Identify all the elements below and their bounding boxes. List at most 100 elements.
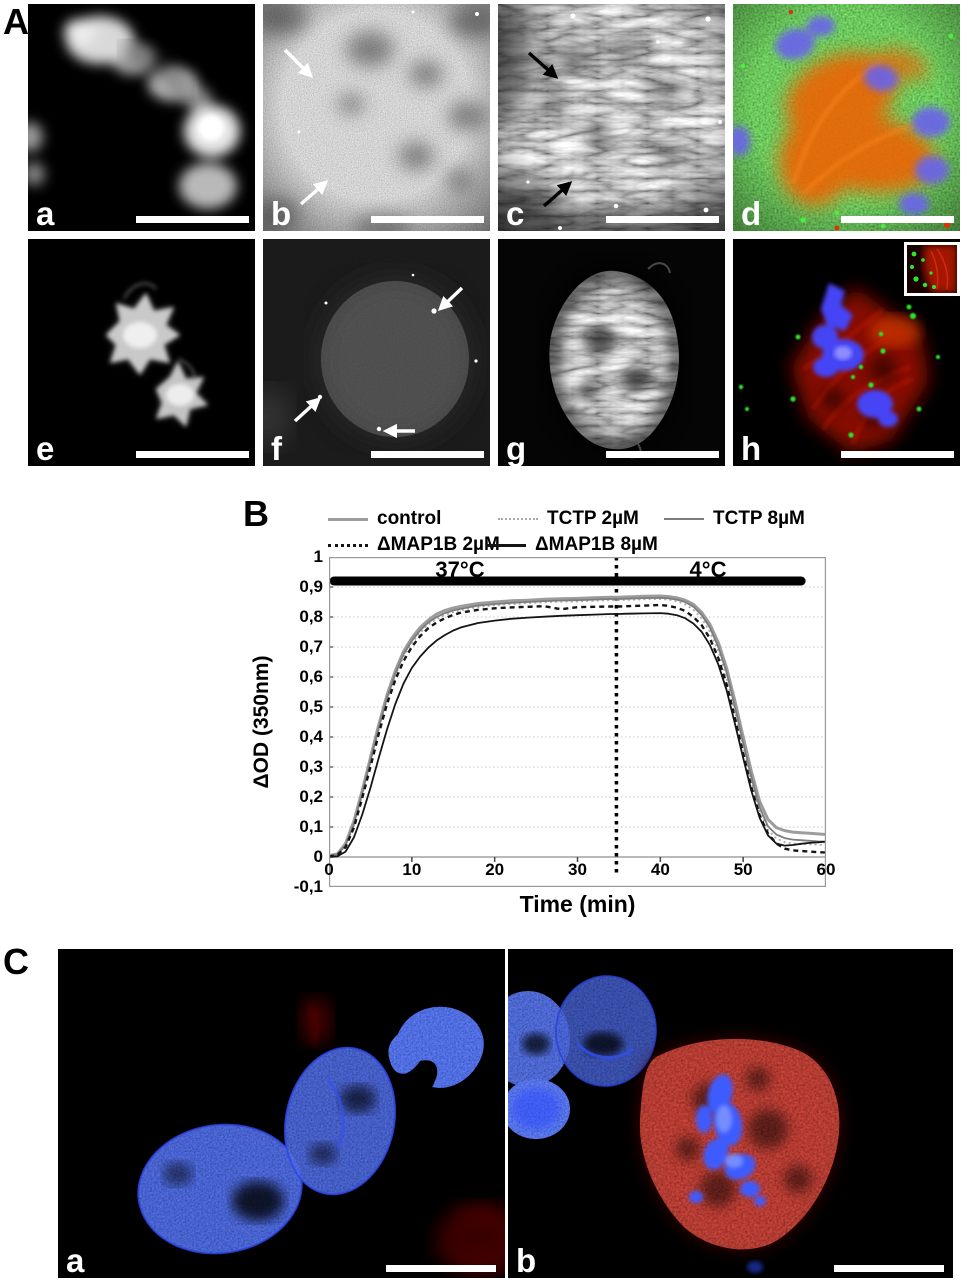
arrow-icon bbox=[293, 397, 322, 423]
legend-item-tctp-8um: TCTP 8µM bbox=[664, 508, 805, 530]
micrograph-letter: e bbox=[36, 430, 55, 466]
legend-label: control bbox=[377, 508, 442, 529]
micrograph-letter: f bbox=[271, 430, 282, 466]
legend-label: TCTP 8µM bbox=[713, 508, 805, 529]
y-tick-label: 0 bbox=[313, 847, 323, 866]
plot-frame bbox=[329, 557, 826, 887]
inset-image bbox=[904, 242, 960, 296]
micrograph-h: h bbox=[733, 239, 960, 466]
legend-line-sample bbox=[486, 543, 526, 547]
legend-line-sample bbox=[664, 518, 704, 520]
micrograph-letter: g bbox=[506, 430, 527, 466]
legend-line-sample bbox=[498, 518, 538, 520]
scale-bar bbox=[841, 451, 954, 458]
scale-bar bbox=[841, 216, 954, 223]
scale-bar bbox=[371, 451, 484, 458]
y-axis-title: ΔOD (350nm) bbox=[250, 655, 273, 789]
micrograph-h-art bbox=[733, 239, 960, 466]
legend-item-control: control bbox=[328, 508, 441, 530]
scale-bar bbox=[136, 451, 249, 458]
y-tick-label: 0,6 bbox=[299, 667, 323, 686]
micrograph-c: c bbox=[498, 4, 725, 231]
x-axis-ticks: 0 10 20 30 40 50 60 bbox=[324, 860, 835, 882]
series-control bbox=[328, 594, 827, 857]
y-tick-label: 0,1 bbox=[299, 817, 323, 836]
y-axis-ticks: 1 0,9 0,8 0,7 0,6 0,5 0,4 0,3 0,2 0,1 0 -0,1 bbox=[275, 548, 323, 896]
micrograph-e-art bbox=[28, 239, 255, 466]
temp-label-4c: 4°C bbox=[689, 557, 727, 582]
micrograph-b-art bbox=[263, 4, 490, 231]
micrograph-c-a: a bbox=[58, 949, 505, 1278]
x-tick-label: 20 bbox=[485, 860, 505, 879]
y-tick-label: 0,9 bbox=[299, 577, 323, 596]
micrograph-letter: d bbox=[741, 195, 762, 231]
micrograph-letter: b bbox=[516, 1242, 537, 1278]
micrograph-letter: a bbox=[66, 1242, 85, 1278]
micrograph-a-art bbox=[28, 4, 255, 231]
y-tick-label: 0,7 bbox=[299, 637, 323, 656]
x-axis-title: Time (min) bbox=[519, 891, 636, 917]
micrograph-f: f bbox=[263, 239, 490, 466]
scale-bar bbox=[371, 216, 484, 223]
annotation-arrows bbox=[527, 51, 573, 208]
micrograph-d: d bbox=[733, 4, 960, 231]
legend-item-map1b-8um: ΔMAP1B 8µM bbox=[486, 534, 658, 556]
micrograph-letter: h bbox=[741, 430, 762, 466]
legend-item-map1b-2um: ΔMAP1B 2µM bbox=[328, 534, 500, 556]
temp-label-37c: 37°C bbox=[435, 557, 485, 582]
arrow-icon bbox=[437, 286, 464, 311]
series-TCTP 8µM bbox=[328, 596, 827, 857]
scale-bar bbox=[834, 1265, 944, 1272]
arrow-icon bbox=[299, 180, 329, 206]
x-tick-label: 60 bbox=[816, 860, 836, 879]
y-tick-label: 0,8 bbox=[299, 607, 323, 626]
panel-b-label: B bbox=[243, 493, 269, 534]
micrograph-g-art bbox=[498, 239, 725, 466]
micrograph-c-b-art bbox=[508, 949, 953, 1278]
micrograph-c-a-art bbox=[58, 949, 505, 1278]
micrograph-e: e bbox=[28, 239, 255, 466]
series-ΔMAP1B 2µM bbox=[328, 603, 827, 858]
x-tick-label: 0 bbox=[324, 860, 334, 879]
micrograph-d-art bbox=[733, 4, 960, 231]
x-tick-label: 50 bbox=[733, 860, 753, 879]
micrograph-f-art bbox=[263, 239, 490, 466]
chart-plot-area bbox=[328, 556, 827, 888]
scale-bar bbox=[136, 216, 249, 223]
scale-bar bbox=[606, 216, 719, 223]
micrograph-a: a bbox=[28, 4, 255, 231]
legend-item-tctp-2um: TCTP 2µM bbox=[498, 508, 639, 530]
micrograph-c-art bbox=[498, 4, 725, 231]
arrow-icon bbox=[283, 48, 314, 79]
legend-line-sample bbox=[328, 543, 368, 547]
x-tick-label: 40 bbox=[650, 860, 670, 879]
y-tick-label: 1 bbox=[313, 547, 323, 566]
turbidity-chart bbox=[328, 556, 827, 888]
micrograph-g: g bbox=[498, 239, 725, 466]
y-tick-label: 0,4 bbox=[299, 727, 323, 746]
y-tick-label: -0,1 bbox=[293, 877, 323, 896]
micrograph-c-b: b bbox=[508, 949, 953, 1278]
legend-label: TCTP 2µM bbox=[547, 508, 639, 529]
panel-a-label: A bbox=[3, 1, 29, 42]
x-tick-label: 30 bbox=[568, 860, 587, 879]
series-TCTP 2µM bbox=[328, 598, 827, 857]
micrograph-letter: c bbox=[506, 195, 525, 231]
y-tick-label: 0,2 bbox=[299, 787, 323, 806]
arrow-icon bbox=[542, 181, 573, 208]
micrograph-b: b bbox=[263, 4, 490, 231]
y-tick-label: 0,5 bbox=[299, 697, 323, 716]
y-tick-label: 0,3 bbox=[299, 757, 323, 776]
series-ΔMAP1B 8µM bbox=[328, 612, 827, 858]
scale-bar bbox=[386, 1265, 496, 1272]
micrograph-letter: a bbox=[36, 195, 55, 231]
panel-c-label: C bbox=[3, 941, 29, 982]
inset-art bbox=[907, 245, 957, 293]
legend-line-sample bbox=[328, 517, 368, 521]
legend-label: ΔMAP1B 2µM bbox=[377, 534, 500, 555]
x-tick-label: 10 bbox=[402, 860, 422, 879]
legend-label: ΔMAP1B 8µM bbox=[535, 534, 658, 555]
scale-bar bbox=[606, 451, 719, 458]
annotation-arrows bbox=[283, 48, 329, 206]
